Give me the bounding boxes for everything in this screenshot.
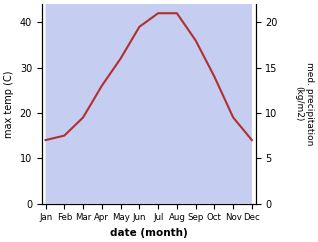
Y-axis label: max temp (C): max temp (C) [4, 70, 14, 138]
Y-axis label: med. precipitation
(kg/m2): med. precipitation (kg/m2) [294, 62, 314, 145]
X-axis label: date (month): date (month) [110, 228, 188, 238]
